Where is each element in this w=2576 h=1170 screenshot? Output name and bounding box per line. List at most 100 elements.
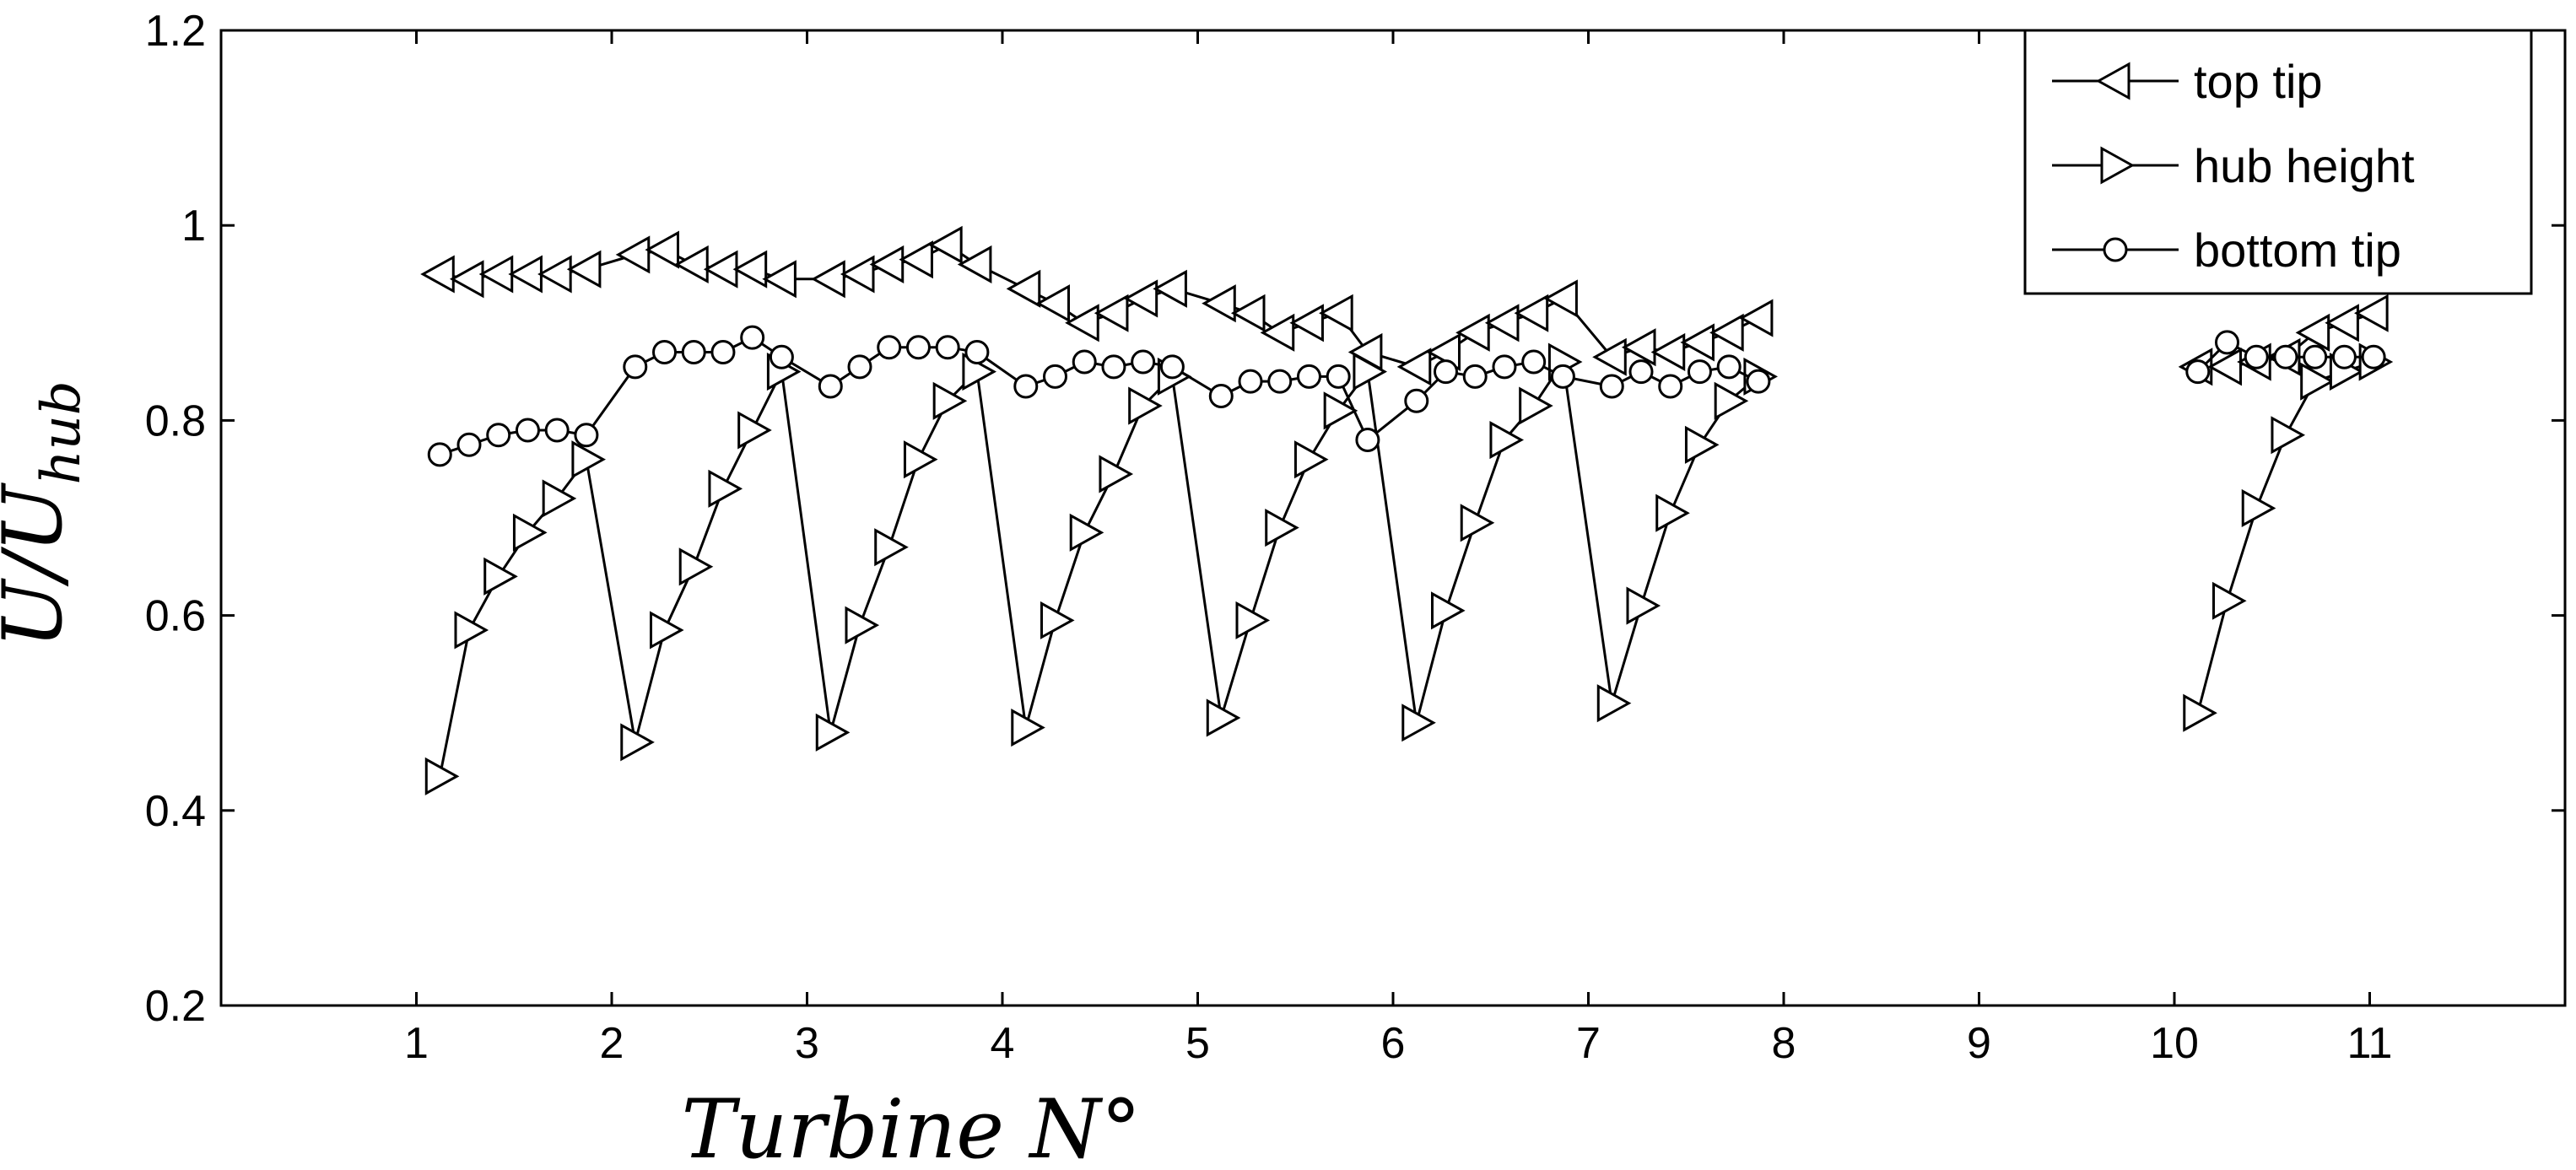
legend-marker: [2103, 237, 2128, 262]
data-point: [1353, 353, 1387, 391]
data-point: [905, 335, 931, 360]
data-point: [2325, 304, 2359, 342]
data-point: [1094, 294, 1129, 332]
data-point: [620, 723, 655, 762]
data-point: [1153, 269, 1187, 308]
data-point: [542, 479, 577, 518]
legend-label: hub height: [2194, 139, 2415, 192]
data-point: [1484, 304, 1520, 342]
data-point: [1208, 384, 1234, 408]
data-point: [1238, 369, 1263, 394]
data-point: [1599, 374, 1624, 399]
data-point: [512, 513, 548, 552]
data-point: [1128, 386, 1163, 425]
data-point: [674, 245, 709, 283]
legend-marker: [2095, 62, 2130, 100]
data-point: [935, 335, 960, 360]
data-point: [2361, 344, 2386, 369]
data-point: [1687, 359, 1712, 385]
x-tick-label: 10: [2150, 1019, 2199, 1068]
data-point: [2215, 330, 2240, 355]
data-point: [2273, 344, 2298, 369]
y-tick-label: 1.2: [145, 7, 206, 56]
data-point: [703, 250, 738, 288]
data-point: [2303, 344, 2328, 369]
series-line: [438, 358, 1759, 777]
y-tick-label: 0.2: [145, 982, 206, 1031]
data-point: [1396, 348, 1432, 386]
data-point: [1206, 698, 1241, 737]
data-point: [818, 374, 843, 399]
data-point: [2244, 344, 2269, 369]
data-point: [2185, 359, 2211, 385]
data-point: [847, 354, 872, 380]
data-point: [483, 557, 518, 596]
data-point: [1514, 294, 1549, 332]
series-group: [420, 225, 2394, 795]
data-point: [1296, 364, 1321, 389]
data-point: [1293, 440, 1329, 479]
data-point: [1658, 374, 1683, 399]
series-line: [2196, 360, 2374, 714]
legend-label: bottom tip: [2194, 224, 2401, 277]
data-point: [537, 255, 572, 294]
legend: top tip hub height bottom tip: [2023, 29, 2533, 295]
x-tick-label: 1: [404, 1019, 429, 1068]
data-point: [420, 255, 455, 294]
data-point: [1401, 704, 1436, 742]
x-tick-label: 7: [1576, 1019, 1601, 1068]
data-point: [1626, 586, 1661, 625]
data-point: [615, 235, 651, 274]
data-point: [1684, 425, 1720, 464]
data-point: [1543, 279, 1578, 318]
data-point: [424, 757, 460, 795]
data-point: [1460, 504, 1495, 542]
x-tick-label: 3: [795, 1019, 819, 1068]
data-point: [1655, 493, 1690, 532]
y-axis-title-sub: hub: [30, 380, 93, 484]
data-point: [840, 255, 875, 294]
data-point: [869, 245, 905, 283]
x-tick-label: 5: [1185, 1019, 1210, 1068]
data-point: [650, 611, 684, 650]
data-point: [478, 255, 514, 294]
data-point: [2331, 344, 2357, 369]
x-tick-label: 2: [600, 1019, 624, 1068]
data-point: [1202, 284, 1236, 323]
data-point: [427, 442, 452, 467]
data-point: [574, 423, 599, 448]
data-point: [1326, 364, 1351, 389]
data-point: [1013, 374, 1039, 399]
data-point: [566, 250, 602, 288]
data-point: [1040, 601, 1075, 639]
data-point: [1489, 420, 1525, 460]
data-point: [874, 528, 909, 567]
x-tick-label: 6: [1381, 1019, 1406, 1068]
data-point: [1592, 337, 1627, 376]
data-point: [1462, 364, 1488, 389]
data-point: [1043, 364, 1068, 389]
y-axis-title-main: U/U: [0, 483, 80, 649]
data-point: [1716, 354, 1742, 380]
x-tick-label: 11: [2347, 1019, 2393, 1068]
data-point: [1131, 349, 1156, 375]
data-point: [732, 250, 768, 288]
data-point: [957, 245, 992, 283]
data-point: [449, 260, 484, 299]
data-point: [2271, 416, 2306, 455]
legend-label: top tip: [2194, 55, 2323, 108]
y-tick-label: 0.8: [145, 396, 206, 445]
data-point: [737, 411, 772, 450]
data-point: [454, 611, 489, 650]
data-point: [815, 713, 851, 752]
data-point: [1069, 513, 1104, 552]
data-point: [1650, 332, 1686, 372]
data-point: [1455, 313, 1490, 352]
data-point: [1289, 304, 1324, 342]
data-point: [811, 260, 845, 299]
data-point: [1006, 269, 1041, 308]
series-hub-height: [424, 342, 2394, 795]
data-point: [1596, 684, 1632, 723]
data-point: [2300, 362, 2335, 401]
